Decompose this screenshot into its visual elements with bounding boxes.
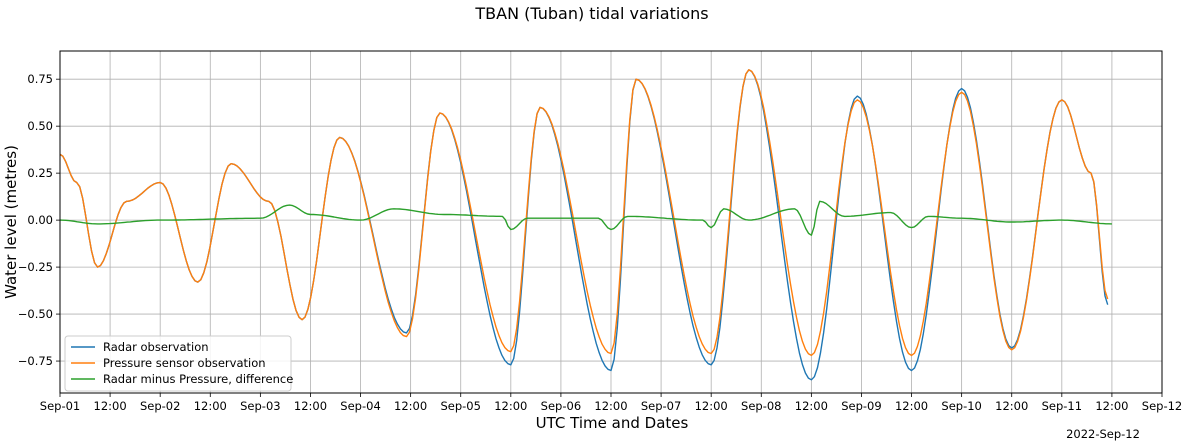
x-tick-label: 12:00 — [1095, 399, 1128, 413]
x-axis: Sep-01 12:00 Sep-02 12:00 Sep-03 12:00 Sep-04 1… — [40, 393, 1182, 413]
x-tick-label: 12:00 — [594, 399, 627, 413]
series-line-0 — [59, 69, 1109, 381]
x-tick-label: 12:00 — [695, 399, 728, 413]
x-tick-label: 12:00 — [494, 399, 527, 413]
series-line-2 — [59, 200, 1112, 236]
y-axis: −0.75 −0.50 −0.25 0.00 0.25 0.50 0.75 — [18, 72, 60, 368]
x-tick-label: Sep-05 — [440, 399, 480, 413]
y-tick-label: −0.75 — [18, 354, 53, 368]
x-tick-label: 12:00 — [394, 399, 427, 413]
x-tick-label: Sep-12 — [1142, 399, 1182, 413]
x-tick-label: Sep-11 — [1042, 399, 1082, 413]
x-tick-label: 12:00 — [895, 399, 928, 413]
legend-label-0: Radar observation — [103, 340, 209, 354]
x-tick-label: Sep-02 — [140, 399, 180, 413]
y-tick-label: −0.50 — [18, 307, 53, 321]
y-tick-label: 0.25 — [27, 166, 53, 180]
x-axis-title: UTC Time and Dates — [536, 414, 689, 432]
y-tick-label: 0.75 — [27, 72, 53, 86]
x-tick-label: Sep-01 — [40, 399, 80, 413]
x-tick-label: Sep-04 — [340, 399, 380, 413]
legend: Radar observation Pressure sensor observa… — [64, 335, 293, 392]
x-tick-label: Sep-03 — [240, 399, 280, 413]
x-tick-label: Sep-07 — [641, 399, 681, 413]
x-tick-label: Sep-10 — [941, 399, 981, 413]
x-tick-label: 12:00 — [294, 399, 327, 413]
legend-box — [64, 335, 292, 392]
x-tick-label: 12:00 — [795, 399, 828, 413]
legend-label-1: Pressure sensor observation — [103, 356, 266, 370]
series-layer — [59, 69, 1112, 381]
y-tick-label: −0.25 — [18, 260, 53, 274]
x-tick-label: 12:00 — [94, 399, 127, 413]
legend-label-2: Radar minus Pressure, difference — [103, 372, 293, 386]
x-tick-label: 12:00 — [194, 399, 227, 413]
series-line-1 — [59, 69, 1109, 357]
x-tick-label: Sep-06 — [541, 399, 581, 413]
y-tick-label: 0.00 — [27, 213, 53, 227]
y-axis-title: Water level (metres) — [2, 145, 20, 299]
x-axis-offset-label: 2022-Sep-12 — [1066, 427, 1140, 441]
x-tick-label: 12:00 — [995, 399, 1028, 413]
y-tick-label: 0.50 — [27, 119, 53, 133]
x-tick-label: Sep-08 — [741, 399, 781, 413]
x-tick-label: Sep-09 — [841, 399, 881, 413]
chart-title: TBAN (Tuban) tidal variations — [474, 4, 708, 23]
